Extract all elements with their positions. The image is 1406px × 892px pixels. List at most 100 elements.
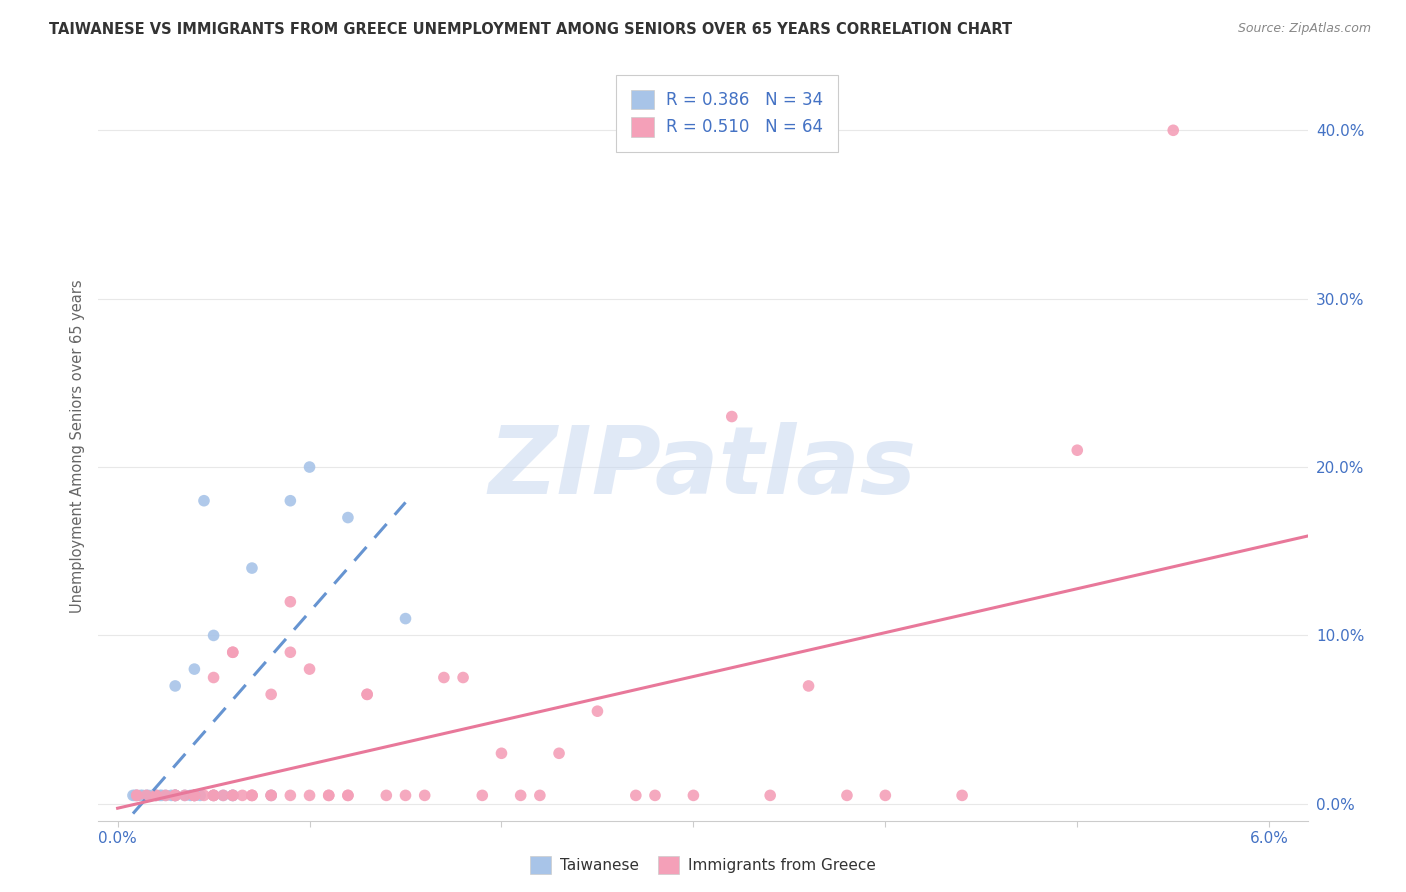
Text: Source: ZipAtlas.com: Source: ZipAtlas.com — [1237, 22, 1371, 36]
Point — [125, 789, 148, 803]
Point — [240, 789, 263, 803]
Point — [394, 611, 416, 625]
Point — [529, 789, 551, 803]
Point — [413, 789, 436, 803]
Point — [240, 789, 263, 803]
Point — [145, 789, 167, 803]
Point — [129, 789, 152, 803]
Point — [260, 789, 283, 803]
Point — [875, 789, 897, 803]
Point — [375, 789, 398, 803]
Point — [231, 789, 253, 803]
Text: TAIWANESE VS IMMIGRANTS FROM GREECE UNEMPLOYMENT AMONG SENIORS OVER 65 YEARS COR: TAIWANESE VS IMMIGRANTS FROM GREECE UNEM… — [49, 22, 1012, 37]
Point — [150, 789, 173, 803]
Point — [124, 789, 146, 803]
Point — [131, 789, 153, 803]
Point — [471, 789, 494, 803]
Point — [165, 789, 187, 803]
Point — [336, 789, 359, 803]
Point — [173, 789, 195, 803]
Point — [155, 789, 177, 803]
Point — [222, 789, 245, 803]
Point — [183, 662, 205, 676]
Point — [222, 645, 245, 659]
Point — [1161, 123, 1184, 137]
Point — [202, 789, 225, 803]
Point — [222, 789, 245, 803]
Point — [260, 789, 283, 803]
Point — [586, 704, 609, 718]
Point — [202, 789, 225, 803]
Point — [183, 789, 205, 803]
Point — [280, 645, 302, 659]
Point — [165, 789, 187, 803]
Y-axis label: Unemployment Among Seniors over 65 years: Unemployment Among Seniors over 65 years — [69, 279, 84, 613]
Point — [298, 789, 321, 803]
Point — [160, 789, 183, 803]
Point — [125, 789, 148, 803]
Point — [682, 789, 704, 803]
Point — [260, 789, 283, 803]
Point — [122, 789, 145, 803]
Point — [624, 789, 647, 803]
Point — [356, 687, 378, 701]
Point — [165, 789, 187, 803]
Point — [145, 789, 167, 803]
Point — [145, 789, 167, 803]
Point — [193, 789, 215, 803]
Point — [135, 789, 157, 803]
Point — [356, 687, 378, 701]
Point — [280, 789, 302, 803]
Point — [202, 789, 225, 803]
Point — [183, 789, 205, 803]
Point — [135, 789, 157, 803]
Point — [950, 789, 973, 803]
Point — [797, 679, 820, 693]
Point — [394, 789, 416, 803]
Point — [280, 595, 302, 609]
Point — [125, 789, 148, 803]
Point — [491, 746, 513, 760]
Point — [188, 789, 211, 803]
Point — [240, 789, 263, 803]
Point — [165, 789, 187, 803]
Point — [222, 645, 245, 659]
Legend: Taiwanese, Immigrants from Greece: Taiwanese, Immigrants from Greece — [523, 850, 883, 880]
Point — [165, 679, 187, 693]
Point — [173, 789, 195, 803]
Point — [183, 789, 205, 803]
Point — [222, 789, 245, 803]
Point — [202, 628, 225, 642]
Point — [180, 789, 202, 803]
Legend: R = 0.386   N = 34, R = 0.510   N = 64: R = 0.386 N = 34, R = 0.510 N = 64 — [621, 79, 834, 146]
Text: ZIPatlas: ZIPatlas — [489, 423, 917, 515]
Point — [451, 671, 474, 685]
Point — [165, 789, 187, 803]
Point — [1066, 443, 1088, 458]
Point — [298, 662, 321, 676]
Point — [280, 493, 302, 508]
Point — [644, 789, 666, 803]
Point — [240, 561, 263, 575]
Point — [336, 789, 359, 803]
Point — [336, 510, 359, 524]
Point — [318, 789, 340, 803]
Point — [222, 789, 245, 803]
Point — [835, 789, 858, 803]
Point — [202, 789, 225, 803]
Point — [193, 493, 215, 508]
Point — [165, 789, 187, 803]
Point — [155, 789, 177, 803]
Point — [509, 789, 531, 803]
Point — [141, 789, 163, 803]
Point — [212, 789, 235, 803]
Point — [202, 671, 225, 685]
Point — [260, 687, 283, 701]
Point — [136, 789, 159, 803]
Point — [759, 789, 782, 803]
Point — [183, 789, 205, 803]
Point — [298, 460, 321, 475]
Point — [433, 671, 456, 685]
Point — [720, 409, 742, 424]
Point — [212, 789, 235, 803]
